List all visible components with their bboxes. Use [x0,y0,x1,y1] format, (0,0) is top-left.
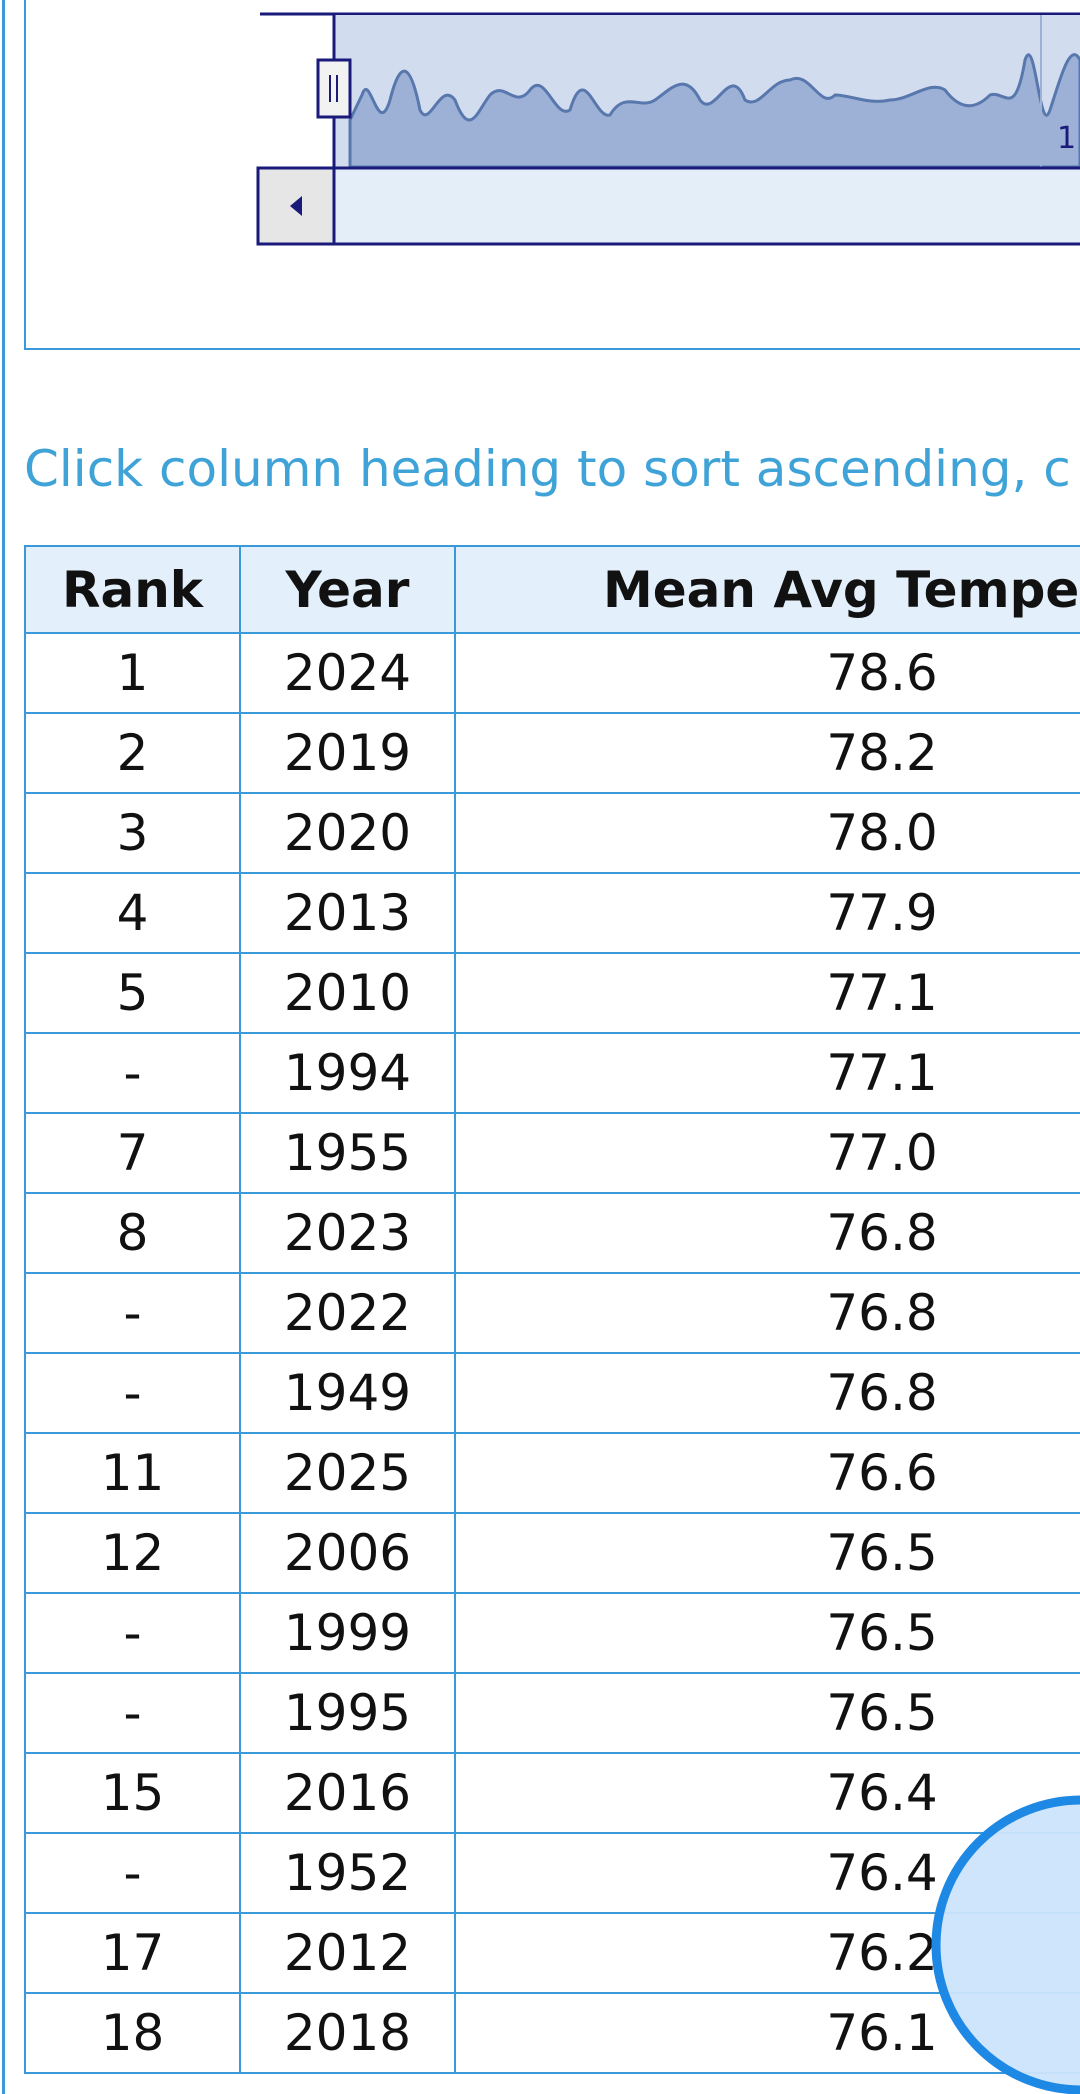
chart-container [24,0,1080,350]
table-cell: 2016 [239,1752,456,1834]
table-cell: 1955 [239,1112,456,1194]
table-row: -1999 76.5 [24,1592,1080,1674]
table-cell: 76.8 [454,1192,1080,1274]
table-row: 5 2010 77.1 [24,952,1080,1034]
table-row: 3 2020 78.0 [24,792,1080,874]
table-cell: - [24,1272,241,1354]
table-row: 15 2016 76.4 [24,1752,1080,1834]
table-cell: 1952 [239,1832,456,1914]
table-cell: 77.1 [454,952,1080,1034]
table-cell: 78.6 [454,632,1080,714]
table-cell: 2025 [239,1432,456,1514]
sort-instructions: Click column heading to sort ascending, … [24,440,1071,498]
table-cell: 1994 [239,1032,456,1114]
table-cell: 2018 [239,1992,456,2074]
table-cell: - [24,1832,241,1914]
table-row: -1949 76.8 [24,1352,1080,1434]
table-cell: 76.4 [454,1832,1080,1914]
table-cell: 77.1 [454,1032,1080,1114]
table-cell: 2013 [239,872,456,954]
navigator-handle[interactable] [316,58,352,119]
navigator: 1 [256,12,1080,246]
table-cell: 7 [24,1112,241,1194]
table-row: 7 1955 77.0 [24,1112,1080,1194]
table-cell: 1999 [239,1592,456,1674]
table-cell: 11 [24,1432,241,1514]
table-row: -1995 76.5 [24,1672,1080,1754]
table-cell: - [24,1352,241,1434]
table-row: 2 2019 78.2 [24,712,1080,794]
table-cell: 1949 [239,1352,456,1434]
table-row: 8 2023 76.8 [24,1192,1080,1274]
table-cell: 1995 [239,1672,456,1754]
scrollbar-track [332,166,1080,246]
table-cell: 77.0 [454,1112,1080,1194]
table-cell: 2024 [239,632,456,714]
table-cell: 4 [24,872,241,954]
table-cell: - [24,1592,241,1674]
table-cell: 78.2 [454,712,1080,794]
table-cell: 8 [24,1192,241,1274]
table-cell: 2022 [239,1272,456,1354]
table-row: -1952 76.4 [24,1832,1080,1914]
table-row: 11 2025 76.6 [24,1432,1080,1514]
navigator-label: 1 [1057,121,1076,156]
table-cell: 76.2 [454,1912,1080,1994]
table-cell: 76.8 [454,1352,1080,1434]
scrollbar-arrow [290,196,302,216]
table-cell: 5 [24,952,241,1034]
table-cell: 76.5 [454,1672,1080,1754]
table-row: 4 2013 77.9 [24,872,1080,954]
table-cell: 15 [24,1752,241,1834]
table-row: 17 2012 76.2 [24,1912,1080,1994]
table-cell: 2012 [239,1912,456,1994]
table-row: -2022 76.8 [24,1272,1080,1354]
left-border [2,0,5,2094]
table-cell: 78.0 [454,792,1080,874]
table-cell: 2019 [239,712,456,794]
table-cell: 18 [24,1992,241,2074]
table-cell: 76.1 [454,1992,1080,2074]
navigator-series [348,53,1080,169]
table-cell: 2010 [239,952,456,1034]
table-cell: 12 [24,1512,241,1594]
table-cell: 2 [24,712,241,794]
table-cell: 76.5 [454,1592,1080,1674]
table-cell: 3 [24,792,241,874]
column-heading[interactable]: Mean Avg Temperat [454,545,1080,634]
table-cell: 76.5 [454,1512,1080,1594]
table-cell: 76.6 [454,1432,1080,1514]
table-cell: 76.4 [454,1752,1080,1834]
table-row: 18 2018 76.1 [24,1992,1080,2074]
table-cell: 1 [24,632,241,714]
table-cell: 77.9 [454,872,1080,954]
table-cell: 2006 [239,1512,456,1594]
table-cell: - [24,1032,241,1114]
table-cell: 2020 [239,792,456,874]
table-cell: - [24,1672,241,1754]
table-row: 1 2024 78.6 [24,632,1080,714]
table-row: 12 2006 76.5 [24,1512,1080,1594]
column-heading[interactable]: Rank [24,545,241,634]
table-cell: 76.8 [454,1272,1080,1354]
table-cell: 17 [24,1912,241,1994]
table-cell: 2023 [239,1192,456,1274]
column-heading[interactable]: Year [239,545,456,634]
table-row: -1994 77.1 [24,1032,1080,1114]
